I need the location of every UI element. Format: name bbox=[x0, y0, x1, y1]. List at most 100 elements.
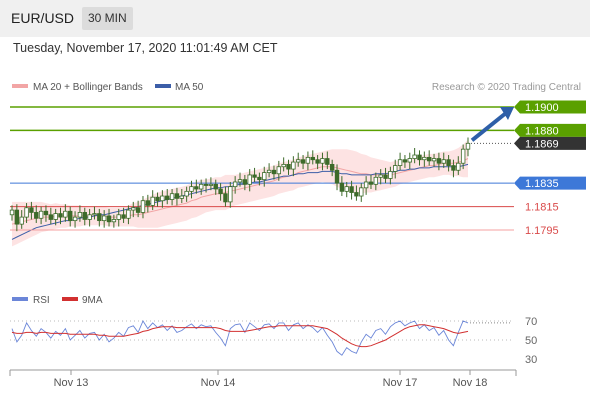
candle-up bbox=[111, 219, 117, 223]
candle-down bbox=[257, 176, 262, 181]
candle-up bbox=[208, 183, 214, 186]
candle-up bbox=[359, 187, 364, 197]
candle-down bbox=[446, 159, 451, 166]
x-tick-label: Nov 18 bbox=[453, 377, 488, 389]
candle-down bbox=[334, 169, 340, 184]
x-tick-label: Nov 14 bbox=[201, 377, 236, 389]
candle-down bbox=[223, 193, 228, 203]
candle-down bbox=[417, 154, 422, 161]
candle-down bbox=[383, 174, 388, 179]
support-label: 1.1795 bbox=[525, 225, 559, 237]
candle-down bbox=[174, 193, 180, 199]
current-label-box bbox=[514, 136, 586, 150]
candle-up bbox=[63, 210, 68, 218]
candle-down bbox=[310, 156, 315, 161]
candle-up bbox=[169, 193, 175, 200]
rsi-ma-legend-swatch bbox=[62, 297, 78, 301]
candle-down bbox=[286, 163, 291, 170]
candle-up bbox=[126, 209, 131, 219]
rsi-tick-label: 30 bbox=[525, 354, 537, 366]
candle-down bbox=[218, 188, 223, 195]
candle-up bbox=[291, 161, 296, 170]
candle-up bbox=[393, 165, 398, 172]
candle-up bbox=[101, 215, 107, 222]
candle-down bbox=[29, 207, 34, 213]
candle-up bbox=[24, 207, 29, 218]
candle-up bbox=[296, 159, 301, 163]
resistance-label: 1.1880 bbox=[525, 125, 559, 137]
forecast-arrow-head bbox=[500, 107, 514, 120]
candle-up bbox=[232, 181, 238, 188]
candle-down bbox=[97, 213, 102, 222]
candle-up bbox=[460, 148, 466, 164]
candle-down bbox=[106, 215, 112, 223]
candle-down bbox=[402, 159, 408, 163]
candle-down bbox=[271, 169, 277, 175]
support-label: 1.1815 bbox=[525, 202, 559, 214]
rsi-ma-legend-label: 9MA bbox=[82, 295, 103, 306]
candle-up bbox=[179, 195, 184, 199]
candle-up bbox=[431, 158, 437, 162]
candle-down bbox=[203, 183, 209, 186]
candle-up bbox=[53, 213, 58, 220]
candle-down bbox=[436, 158, 442, 164]
rsi-legend-swatch bbox=[12, 297, 28, 301]
resistance-label: 1.1900 bbox=[525, 102, 559, 114]
candle-up bbox=[77, 212, 83, 218]
timeframe-button[interactable]: 30 MIN bbox=[82, 7, 133, 30]
candle-up bbox=[160, 195, 165, 202]
candle-up bbox=[237, 179, 243, 183]
candle-up bbox=[38, 210, 44, 219]
candle-up bbox=[140, 200, 146, 213]
candle-up bbox=[388, 171, 393, 179]
candle-down bbox=[368, 181, 374, 185]
candle-up bbox=[456, 162, 461, 171]
rsi-plot: 70 50 30 bbox=[10, 316, 537, 366]
pivot-label: 1.1835 bbox=[525, 178, 559, 190]
candle-down bbox=[325, 158, 330, 165]
candle-down bbox=[155, 196, 160, 202]
x-tick-label: Nov 17 bbox=[383, 377, 418, 389]
candle-down bbox=[242, 179, 248, 185]
resistance-label-box bbox=[514, 100, 586, 114]
candle-down bbox=[135, 207, 141, 213]
candle-up bbox=[407, 158, 412, 163]
candle-up bbox=[422, 156, 427, 161]
pivot-label-box bbox=[514, 176, 586, 190]
candle-down bbox=[354, 192, 359, 197]
rsi-tick-label: 70 bbox=[525, 316, 537, 328]
candle-up bbox=[9, 209, 15, 216]
rsi-tick-label: 50 bbox=[525, 335, 537, 347]
candle-up bbox=[228, 186, 233, 203]
candle-up bbox=[72, 216, 78, 222]
candle-down bbox=[145, 200, 151, 206]
candle-down bbox=[315, 159, 320, 164]
candle-up bbox=[87, 214, 92, 220]
timestamp: Tuesday, November 17, 2020 11:01:49 AM C… bbox=[13, 41, 278, 55]
candle-down bbox=[82, 212, 87, 220]
candle-down bbox=[213, 183, 218, 190]
candle-up bbox=[397, 159, 403, 166]
x-axis: Nov 13 Nov 14 Nov 17 Nov 18 bbox=[54, 370, 488, 389]
candle-up bbox=[189, 186, 194, 192]
x-tick-label: Nov 13 bbox=[54, 377, 89, 389]
candle-up bbox=[150, 196, 155, 206]
candle-up bbox=[344, 186, 349, 192]
candle-down bbox=[339, 182, 345, 192]
ma50-legend-swatch bbox=[155, 84, 171, 88]
candle-up bbox=[412, 154, 417, 159]
candle-up bbox=[266, 169, 272, 173]
forecast-arrow-shaft bbox=[470, 111, 508, 142]
candle-down bbox=[43, 210, 49, 216]
ma20-legend-swatch bbox=[12, 84, 28, 88]
candle-up bbox=[116, 214, 121, 220]
candle-down bbox=[252, 174, 257, 178]
candle-down bbox=[426, 156, 432, 162]
candle-up bbox=[19, 216, 24, 225]
candle-down bbox=[58, 213, 63, 218]
candle-up bbox=[92, 213, 97, 216]
symbol-label: EUR/USD bbox=[11, 10, 75, 26]
ma50-legend-label: MA 50 bbox=[175, 82, 204, 93]
